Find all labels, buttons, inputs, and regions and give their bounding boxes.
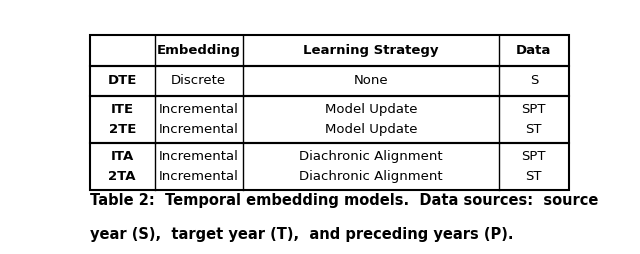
Text: Incremental: Incremental [159,170,239,183]
Text: Data: Data [516,44,552,57]
Text: ST: ST [525,170,542,183]
Bar [90,66,568,96]
Text: Discrete: Discrete [172,74,227,87]
Text: Diachronic Alignment: Diachronic Alignment [300,170,443,183]
Text: SPT: SPT [522,103,546,116]
Text: Embedding: Embedding [157,44,241,57]
Text: 2TE: 2TE [109,123,136,136]
Text: Incremental: Incremental [159,150,239,163]
Text: ITA: ITA [111,150,134,163]
Text: Diachronic Alignment: Diachronic Alignment [300,150,443,163]
Text: DTE: DTE [108,74,137,87]
Bar [90,35,568,66]
Text: SPT: SPT [522,150,546,163]
Text: S: S [530,74,538,87]
Bar [90,143,568,190]
Text: Incremental: Incremental [159,103,239,116]
Text: Model Update: Model Update [325,103,417,116]
Bar [90,96,568,143]
Text: Model Update: Model Update [325,123,417,136]
Text: None: None [354,74,388,87]
Text: year (S),  target year (T),  and preceding years (P).: year (S), target year (T), and preceding… [90,227,513,242]
Text: 2TA: 2TA [108,170,136,183]
Text: ST: ST [525,123,542,136]
Text: Learning Strategy: Learning Strategy [303,44,439,57]
Text: ITE: ITE [111,103,134,116]
Text: Incremental: Incremental [159,123,239,136]
Text: Table 2:  Temporal embedding models.  Data sources:  source: Table 2: Temporal embedding models. Data… [90,193,598,208]
